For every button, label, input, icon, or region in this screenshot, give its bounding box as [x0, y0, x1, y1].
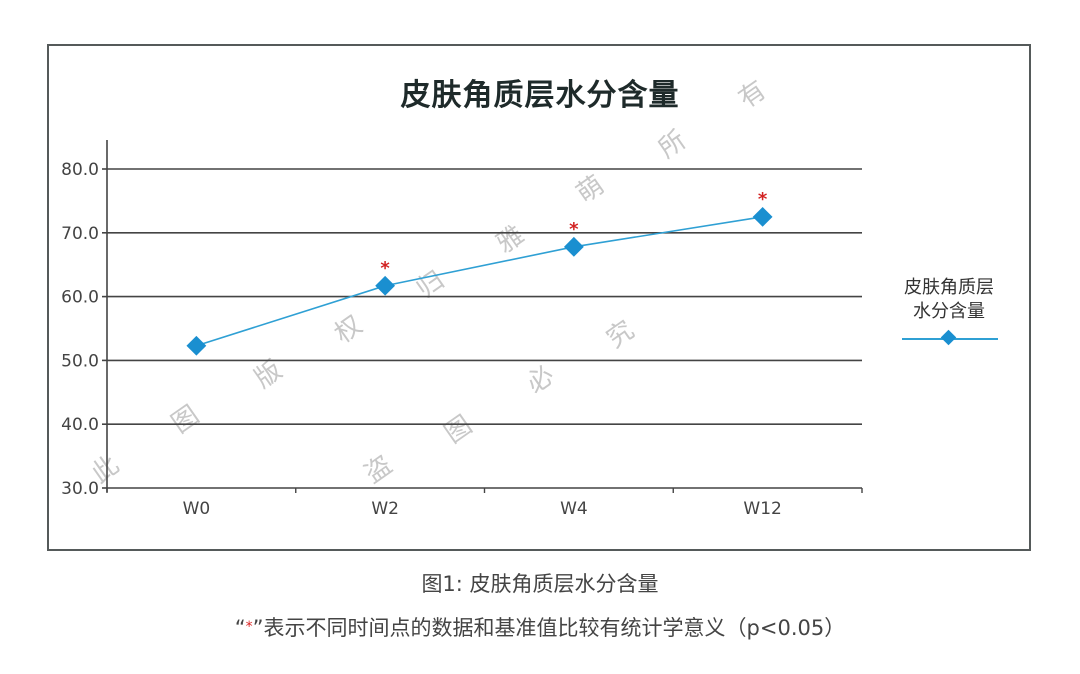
diamond-marker-icon	[186, 335, 207, 356]
y-tick-label: 40.0	[61, 415, 99, 435]
gridlines	[107, 168, 862, 489]
axes: 30.0 40.0 50.0 60.0 70.0 80.0 W0 W2 W4 W12	[61, 140, 863, 519]
significance-note: “*”表示不同时间点的数据和基准值比较有统计学意义（p<0.05）	[0, 612, 1080, 642]
x-tick-label: W4	[560, 499, 588, 519]
watermark-char: 雅	[491, 220, 530, 259]
diamond-marker-icon	[752, 206, 773, 227]
watermark-char: 所	[653, 125, 692, 164]
watermark-char: 图	[439, 410, 478, 449]
x-tick-label: W12	[743, 499, 781, 519]
y-tick-label: 50.0	[61, 351, 99, 371]
watermark-char: 萌	[571, 170, 610, 209]
chart-frame	[47, 44, 1031, 551]
series-line	[196, 216, 763, 347]
watermark-char: 究	[601, 315, 640, 354]
x-tick-label: W2	[371, 499, 399, 519]
note-text: 表示不同时间点的数据和基准值比较有统计学意义（p<0.05）	[263, 616, 846, 640]
watermark-char: 盗	[359, 450, 398, 489]
figure-caption: 图1: 皮肤角质层水分含量	[421, 572, 659, 596]
y-tick-label: 80.0	[61, 160, 99, 180]
legend-label-line2: 水分含量	[913, 301, 985, 322]
chart-title-text: 皮肤角质层水分含量	[400, 78, 680, 113]
significance-star-icon: *	[758, 189, 768, 210]
diamond-marker-icon	[563, 236, 584, 257]
legend-label-line1: 皮肤角质层	[904, 277, 994, 298]
watermark-char: 归	[411, 265, 450, 304]
close-quote: ”	[252, 616, 264, 640]
y-tick-label: 30.0	[61, 479, 99, 499]
y-tick-label: 70.0	[61, 224, 99, 244]
significance-star-icon: *	[569, 219, 579, 240]
star-icon: *	[245, 619, 253, 635]
significance-star-icon: *	[380, 258, 390, 279]
legend: 皮肤角质层 水分含量	[893, 276, 1005, 324]
watermark-char: 必	[521, 360, 560, 399]
open-quote: “	[234, 616, 246, 640]
chart-title: 皮肤角质层水分含量	[0, 70, 1080, 114]
diamond-marker-icon	[375, 275, 396, 296]
watermark-char: 有	[733, 75, 772, 114]
watermark-char: 权	[329, 310, 368, 349]
y-tick-label: 60.0	[61, 288, 99, 308]
data-series: * * *	[186, 189, 773, 356]
watermark-char: 图	[166, 400, 205, 439]
x-tick-label: W0	[183, 499, 211, 519]
